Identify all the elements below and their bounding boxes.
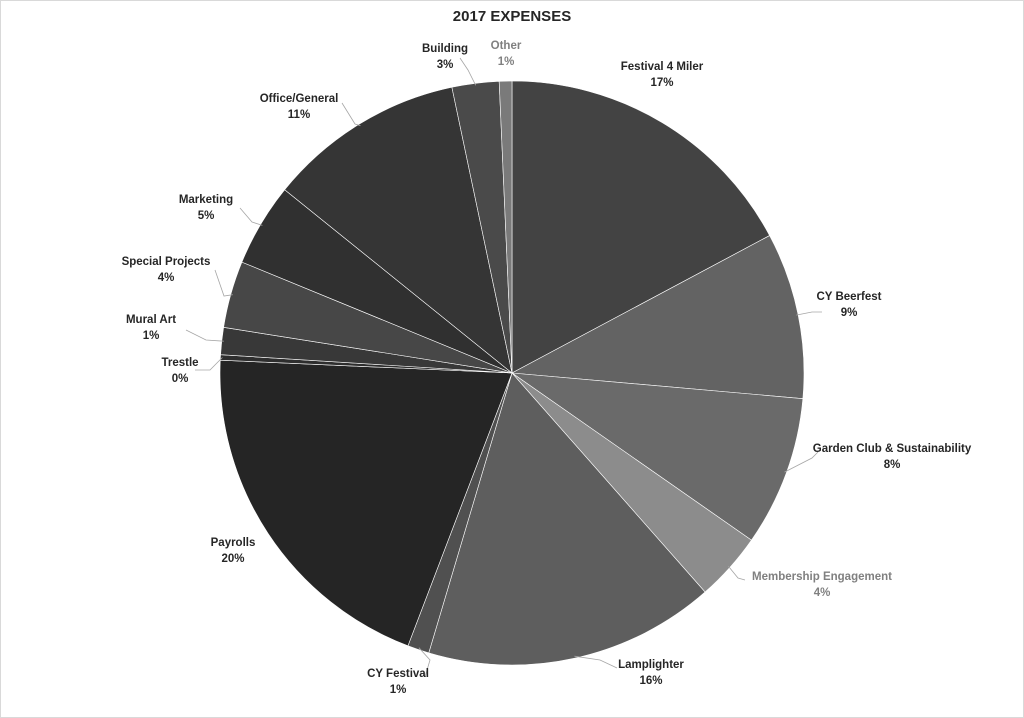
data-label-percent: 17% xyxy=(650,77,673,89)
pie-slice-office-general xyxy=(284,86,513,374)
pie-slice-other xyxy=(498,80,513,374)
data-label: Trestle 0% xyxy=(161,357,198,385)
data-label-percent: 8% xyxy=(884,459,901,471)
data-label: Building 3% xyxy=(422,43,468,71)
data-label: Special Projects 4% xyxy=(122,256,211,284)
data-label-percent: 11% xyxy=(288,109,310,121)
data-label: CY Beerfest 9% xyxy=(817,291,882,319)
pie-slice-lamplighter xyxy=(428,372,706,666)
data-label-percent: 16% xyxy=(639,675,662,687)
data-label-name: CY Festival xyxy=(367,668,429,680)
data-label-percent: 1% xyxy=(498,56,515,68)
data-label: Payrolls 20% xyxy=(211,537,256,565)
data-label-percent: 1% xyxy=(390,684,407,696)
pie-slice-festival-4-miler xyxy=(511,80,771,374)
leader-line xyxy=(418,647,431,678)
data-label-percent: 5% xyxy=(198,210,215,222)
data-label-percent: 3% xyxy=(437,59,454,71)
pie-slice-garden-club-sustainability xyxy=(510,372,804,541)
leader-line xyxy=(459,57,477,86)
data-label-name: Other xyxy=(491,40,522,52)
leader-line xyxy=(214,269,233,297)
data-label-percent: 0% xyxy=(172,373,189,385)
leader-line xyxy=(796,311,822,316)
data-label: Garden Club & Sustainability 8% xyxy=(813,443,972,471)
data-label: Mural Art 1% xyxy=(126,314,176,342)
data-label: Festival 4 Miler 17% xyxy=(621,61,704,89)
data-label: Marketing 5% xyxy=(179,194,233,222)
data-label-name: CY Beerfest xyxy=(817,291,882,303)
data-label: Lamplighter 16% xyxy=(618,659,684,687)
data-label-name: Building xyxy=(422,43,468,55)
data-label-name: Trestle xyxy=(161,357,198,369)
data-label-name: Special Projects xyxy=(122,256,211,268)
data-label-percent: 4% xyxy=(158,272,175,284)
data-label-name: Office/General xyxy=(260,93,339,105)
data-label: Membership Engagement 4% xyxy=(752,571,892,599)
leader-line xyxy=(341,102,361,127)
leader-line xyxy=(195,357,223,371)
data-label-name: Marketing xyxy=(179,194,233,206)
chart-title: 2017 EXPENSES xyxy=(452,8,572,25)
data-label-name: Garden Club & Sustainability xyxy=(813,443,972,455)
data-label: Office/General 11% xyxy=(260,93,339,121)
leader-line xyxy=(185,329,224,342)
leader-line xyxy=(784,451,819,473)
data-label: CY Festival 1% xyxy=(367,668,429,696)
data-label-percent: 4% xyxy=(814,587,831,599)
data-label-name: Membership Engagement xyxy=(752,571,892,583)
data-label-name: Festival 4 Miler xyxy=(621,61,704,73)
data-label-percent: 9% xyxy=(841,307,858,319)
data-label-name: Mural Art xyxy=(126,314,176,326)
data-label-name: Payrolls xyxy=(211,537,256,549)
data-label: Other 1% xyxy=(491,40,522,68)
data-label-percent: 20% xyxy=(221,553,244,565)
leader-line xyxy=(574,655,618,669)
data-label-percent: 1% xyxy=(143,330,160,342)
pie-slice-payrolls xyxy=(219,359,513,647)
leader-line xyxy=(239,207,263,226)
leader-line xyxy=(727,565,746,581)
data-label-name: Lamplighter xyxy=(618,659,684,671)
